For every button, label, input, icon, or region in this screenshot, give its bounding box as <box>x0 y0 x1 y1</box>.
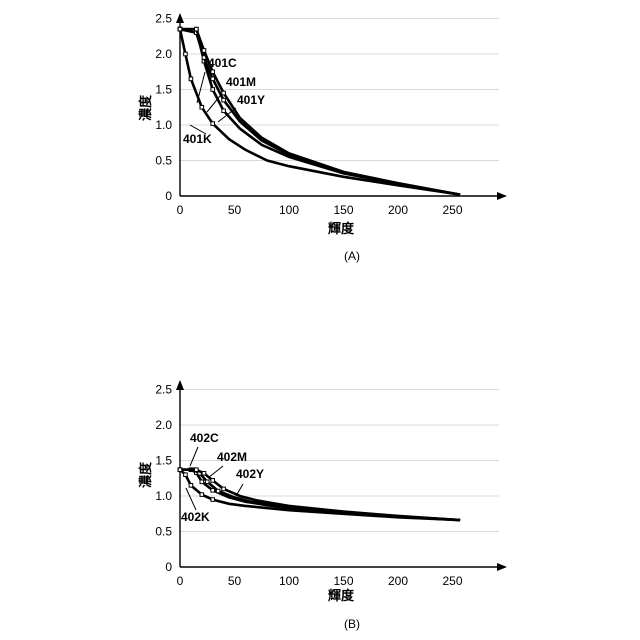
panel-label: (A) <box>344 249 360 263</box>
series-label-402c: 402C <box>190 431 219 445</box>
x-tick-label: 50 <box>228 203 242 217</box>
data-point <box>211 498 215 502</box>
y-tick-label: 2.5 <box>155 383 172 397</box>
data-point <box>184 52 188 56</box>
data-point <box>211 77 215 81</box>
data-point <box>211 122 215 126</box>
data-point <box>200 480 204 484</box>
y-axis-arrow <box>176 380 184 390</box>
data-point <box>211 88 215 92</box>
label-leader-line <box>208 466 223 478</box>
data-point <box>200 493 204 497</box>
data-point <box>211 70 215 74</box>
y-tick-label: 0 <box>165 189 172 203</box>
x-axis-label: 輝度 <box>328 221 355 237</box>
data-point <box>189 484 193 488</box>
data-point <box>195 468 199 472</box>
x-tick-label: 150 <box>333 574 353 588</box>
data-point <box>202 471 206 475</box>
chart-panel-a: 濃度 輝度 (A) 0 0.5 1.0 1.5 2.0 2.5 0 50 100 150 200 25… <box>138 12 507 264</box>
x-tick-label: 200 <box>388 574 408 588</box>
data-point <box>222 98 226 102</box>
label-leader-line <box>236 484 243 496</box>
x-tick-label: 150 <box>333 203 353 217</box>
data-point <box>202 49 206 53</box>
x-axis-arrow <box>497 192 507 200</box>
y-tick-label: 2.5 <box>155 12 172 26</box>
data-point <box>205 480 209 484</box>
data-point <box>211 479 215 483</box>
series-label-402y: 402Y <box>236 467 264 481</box>
data-point <box>195 27 199 31</box>
data-point <box>178 468 182 472</box>
label-leader-line <box>190 447 198 466</box>
y-tick-label: 1.0 <box>155 118 172 132</box>
panel-label: (B) <box>344 617 360 631</box>
data-point <box>222 91 226 95</box>
series-label-402m: 402M <box>217 450 247 464</box>
x-axis-arrow <box>497 563 507 571</box>
x-tick-label: 200 <box>388 203 408 217</box>
x-tick-label: 250 <box>442 203 462 217</box>
label-leader-line <box>186 488 196 510</box>
x-tick-label: 0 <box>177 203 184 217</box>
data-point <box>216 489 220 493</box>
data-point <box>222 487 226 491</box>
data-point <box>200 105 204 109</box>
y-axis-label: 濃度 <box>138 94 154 121</box>
data-point <box>189 77 193 81</box>
series-label-401k: 401K <box>183 132 212 146</box>
data-point <box>222 109 226 113</box>
series-label-401y: 401Y <box>237 93 265 107</box>
y-tick-label: 1.5 <box>155 83 172 97</box>
x-tick-label: 50 <box>228 574 242 588</box>
data-point <box>184 473 188 477</box>
y-axis-label: 濃度 <box>138 461 154 488</box>
x-tick-label: 0 <box>177 574 184 588</box>
y-tick-label: 0.5 <box>155 525 172 539</box>
x-tick-label: 100 <box>279 574 299 588</box>
data-point <box>178 27 182 31</box>
series-label-402k: 402K <box>181 510 210 524</box>
chart-panel-b: 濃度 輝度 (B) 0 0.5 1.0 1.5 2.0 2.5 0 50 100 150 200 25… <box>138 380 507 631</box>
y-tick-label: 1.5 <box>155 454 172 468</box>
y-tick-label: 0.5 <box>155 154 172 168</box>
series-label-401m: 401M <box>226 75 256 89</box>
x-tick-label: 100 <box>279 203 299 217</box>
y-tick-label: 1.0 <box>155 489 172 503</box>
y-tick-label: 2.0 <box>155 418 172 432</box>
x-axis-label: 輝度 <box>328 588 355 604</box>
y-tick-label: 0 <box>165 560 172 574</box>
y-tick-label: 2.0 <box>155 47 172 61</box>
x-tick-label: 250 <box>442 574 462 588</box>
